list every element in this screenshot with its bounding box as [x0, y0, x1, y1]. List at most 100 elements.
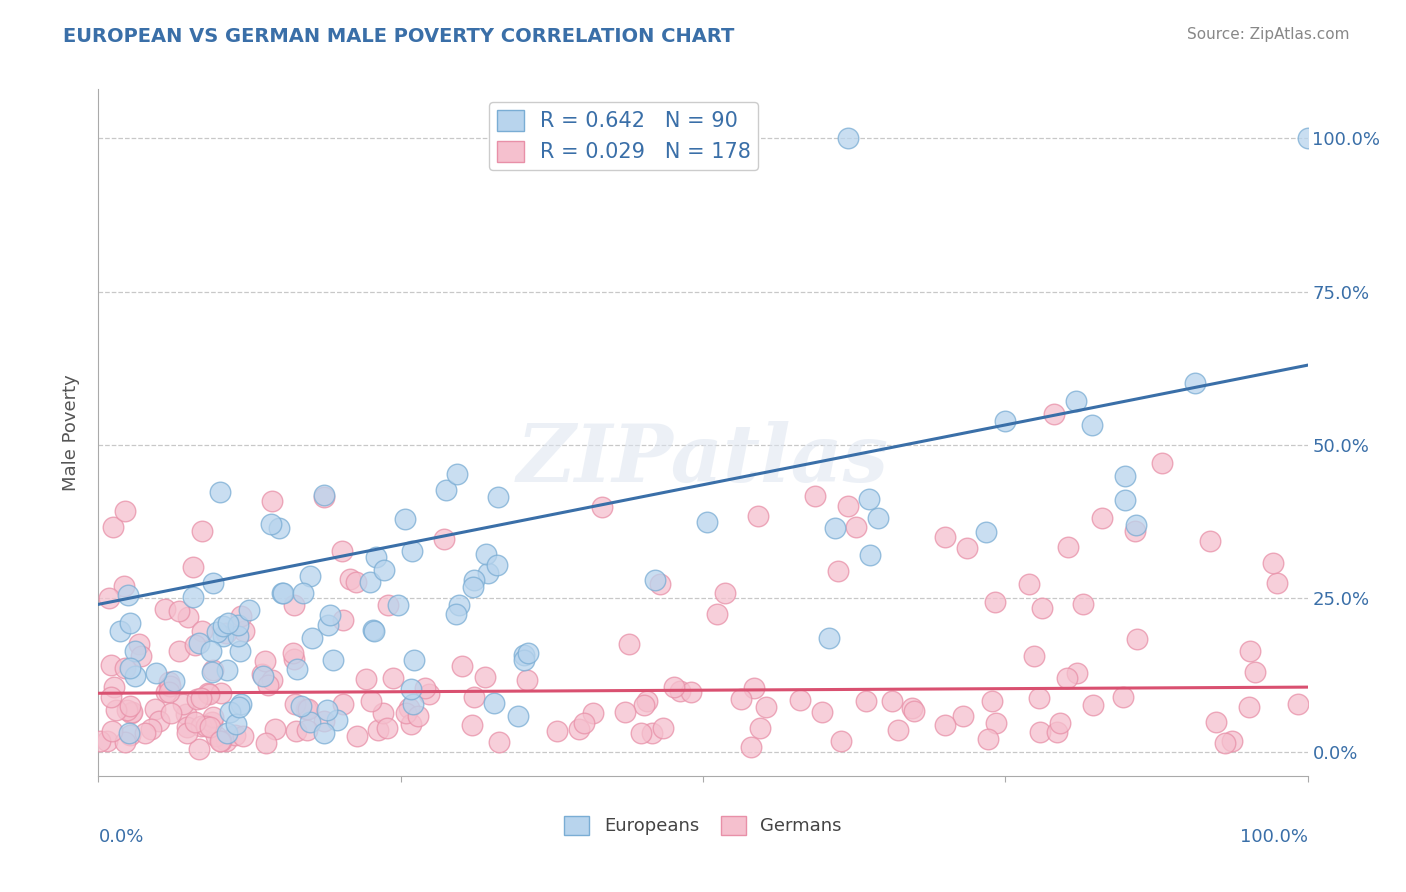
Point: [100, 690, 122, 705]
Point: [155, 685, 177, 699]
Point: [190, 719, 212, 733]
Point: [1263, 556, 1285, 570]
Point: [980, 694, 1002, 708]
Point: [513, 653, 536, 667]
Point: [463, 690, 485, 704]
Point: [181, 590, 204, 604]
Point: [285, 723, 308, 738]
Point: [299, 569, 322, 583]
Point: [1184, 376, 1206, 390]
Point: [748, 721, 770, 735]
Point: [641, 726, 664, 740]
Point: [198, 720, 221, 734]
Point: [291, 586, 314, 600]
Point: [219, 705, 242, 719]
Point: [903, 704, 925, 718]
Point: [730, 692, 752, 706]
Point: [1220, 734, 1243, 748]
Point: [952, 708, 974, 723]
Text: ZIPatlas: ZIPatlas: [517, 421, 889, 499]
Text: Source: ZipAtlas.com: Source: ZipAtlas.com: [1187, 27, 1350, 42]
Point: [382, 671, 405, 685]
Point: [195, 719, 218, 733]
Point: [517, 646, 540, 660]
Point: [271, 586, 294, 600]
Point: [101, 520, 124, 534]
Point: [486, 558, 509, 572]
Point: [1064, 394, 1087, 409]
Point: [696, 515, 718, 529]
Point: [197, 686, 219, 700]
Point: [977, 731, 1000, 746]
Point: [394, 512, 416, 526]
Point: [363, 624, 385, 639]
Point: [1049, 716, 1071, 731]
Point: [482, 696, 505, 710]
Point: [294, 702, 316, 716]
Point: [209, 734, 232, 748]
Point: [837, 131, 859, 145]
Point: [1056, 671, 1078, 685]
Point: [157, 675, 180, 690]
Point: [859, 549, 882, 563]
Point: [104, 703, 127, 717]
Point: [934, 530, 956, 544]
Point: [226, 618, 249, 632]
Point: [201, 709, 224, 723]
Point: [1029, 725, 1052, 739]
Point: [257, 678, 280, 692]
Point: [120, 706, 142, 721]
Point: [271, 586, 294, 600]
Point: [630, 726, 652, 740]
Point: [209, 734, 232, 748]
Point: [238, 602, 260, 616]
Point: [418, 687, 440, 701]
Point: [402, 698, 425, 712]
Point: [176, 725, 198, 739]
Point: [332, 698, 354, 712]
Point: [114, 661, 136, 675]
Point: [319, 608, 342, 623]
Point: [224, 728, 246, 742]
Y-axis label: Male Poverty: Male Poverty: [62, 375, 80, 491]
Point: [644, 573, 666, 587]
Point: [810, 706, 832, 720]
Point: [387, 598, 409, 612]
Point: [290, 698, 312, 713]
Point: [1286, 698, 1309, 712]
Point: [845, 520, 868, 534]
Point: [706, 607, 728, 621]
Point: [124, 644, 146, 658]
Point: [312, 714, 335, 728]
Point: [363, 624, 385, 638]
Point: [191, 524, 214, 538]
Point: [367, 723, 389, 737]
Point: [153, 601, 176, 615]
Point: [118, 698, 141, 713]
Point: [373, 706, 395, 720]
Point: [614, 705, 637, 719]
Point: [740, 740, 762, 755]
Point: [652, 721, 675, 735]
Point: [1114, 493, 1136, 508]
Point: [346, 729, 368, 743]
Point: [139, 722, 162, 736]
Point: [167, 604, 190, 618]
Point: [89, 734, 111, 748]
Point: [1031, 601, 1053, 615]
Point: [446, 467, 468, 481]
Point: [880, 693, 903, 707]
Point: [315, 703, 337, 717]
Point: [228, 700, 250, 714]
Point: [121, 706, 143, 720]
Point: [354, 672, 377, 686]
Point: [650, 577, 672, 591]
Point: [118, 726, 141, 740]
Point: [1024, 649, 1046, 664]
Point: [546, 724, 568, 739]
Point: [1244, 665, 1267, 680]
Point: [394, 706, 416, 721]
Point: [1112, 690, 1135, 704]
Point: [188, 635, 211, 649]
Point: [174, 706, 197, 721]
